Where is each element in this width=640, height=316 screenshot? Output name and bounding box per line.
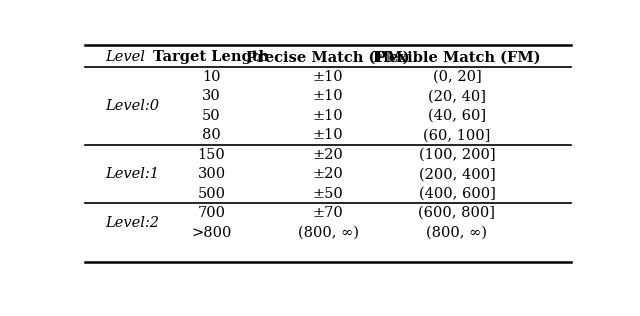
Text: 150: 150 bbox=[198, 148, 225, 162]
Text: (800, ∞): (800, ∞) bbox=[298, 226, 358, 240]
Text: ±20: ±20 bbox=[312, 167, 344, 181]
Text: (800, ∞): (800, ∞) bbox=[426, 226, 488, 240]
Text: ±10: ±10 bbox=[313, 89, 343, 103]
Text: >800: >800 bbox=[191, 226, 232, 240]
Text: 80: 80 bbox=[202, 128, 221, 142]
Text: Flexible Match (FM): Flexible Match (FM) bbox=[373, 50, 541, 64]
Text: Level:2: Level:2 bbox=[105, 216, 159, 230]
Text: (0, 20]: (0, 20] bbox=[433, 70, 481, 84]
Text: (200, 400]: (200, 400] bbox=[419, 167, 495, 181]
Text: 300: 300 bbox=[197, 167, 225, 181]
Text: Precise Match (PM): Precise Match (PM) bbox=[246, 50, 410, 64]
Text: Level:0: Level:0 bbox=[105, 99, 159, 113]
Text: ±10: ±10 bbox=[313, 70, 343, 84]
Text: ±50: ±50 bbox=[312, 187, 344, 201]
Text: ±20: ±20 bbox=[312, 148, 344, 162]
Text: 10: 10 bbox=[202, 70, 221, 84]
Text: ±10: ±10 bbox=[313, 109, 343, 123]
Text: 30: 30 bbox=[202, 89, 221, 103]
Text: ±70: ±70 bbox=[312, 206, 344, 220]
Text: Target Length: Target Length bbox=[154, 50, 269, 64]
Text: Level:1: Level:1 bbox=[105, 167, 159, 181]
Text: (600, 800]: (600, 800] bbox=[419, 206, 495, 220]
Text: (60, 100]: (60, 100] bbox=[423, 128, 491, 142]
Text: (100, 200]: (100, 200] bbox=[419, 148, 495, 162]
Text: 700: 700 bbox=[197, 206, 225, 220]
Text: 500: 500 bbox=[197, 187, 225, 201]
Text: (400, 600]: (400, 600] bbox=[419, 187, 495, 201]
Text: (40, 60]: (40, 60] bbox=[428, 109, 486, 123]
Text: 50: 50 bbox=[202, 109, 221, 123]
Text: ±10: ±10 bbox=[313, 128, 343, 142]
Text: (20, 40]: (20, 40] bbox=[428, 89, 486, 103]
Text: Level: Level bbox=[105, 50, 145, 64]
